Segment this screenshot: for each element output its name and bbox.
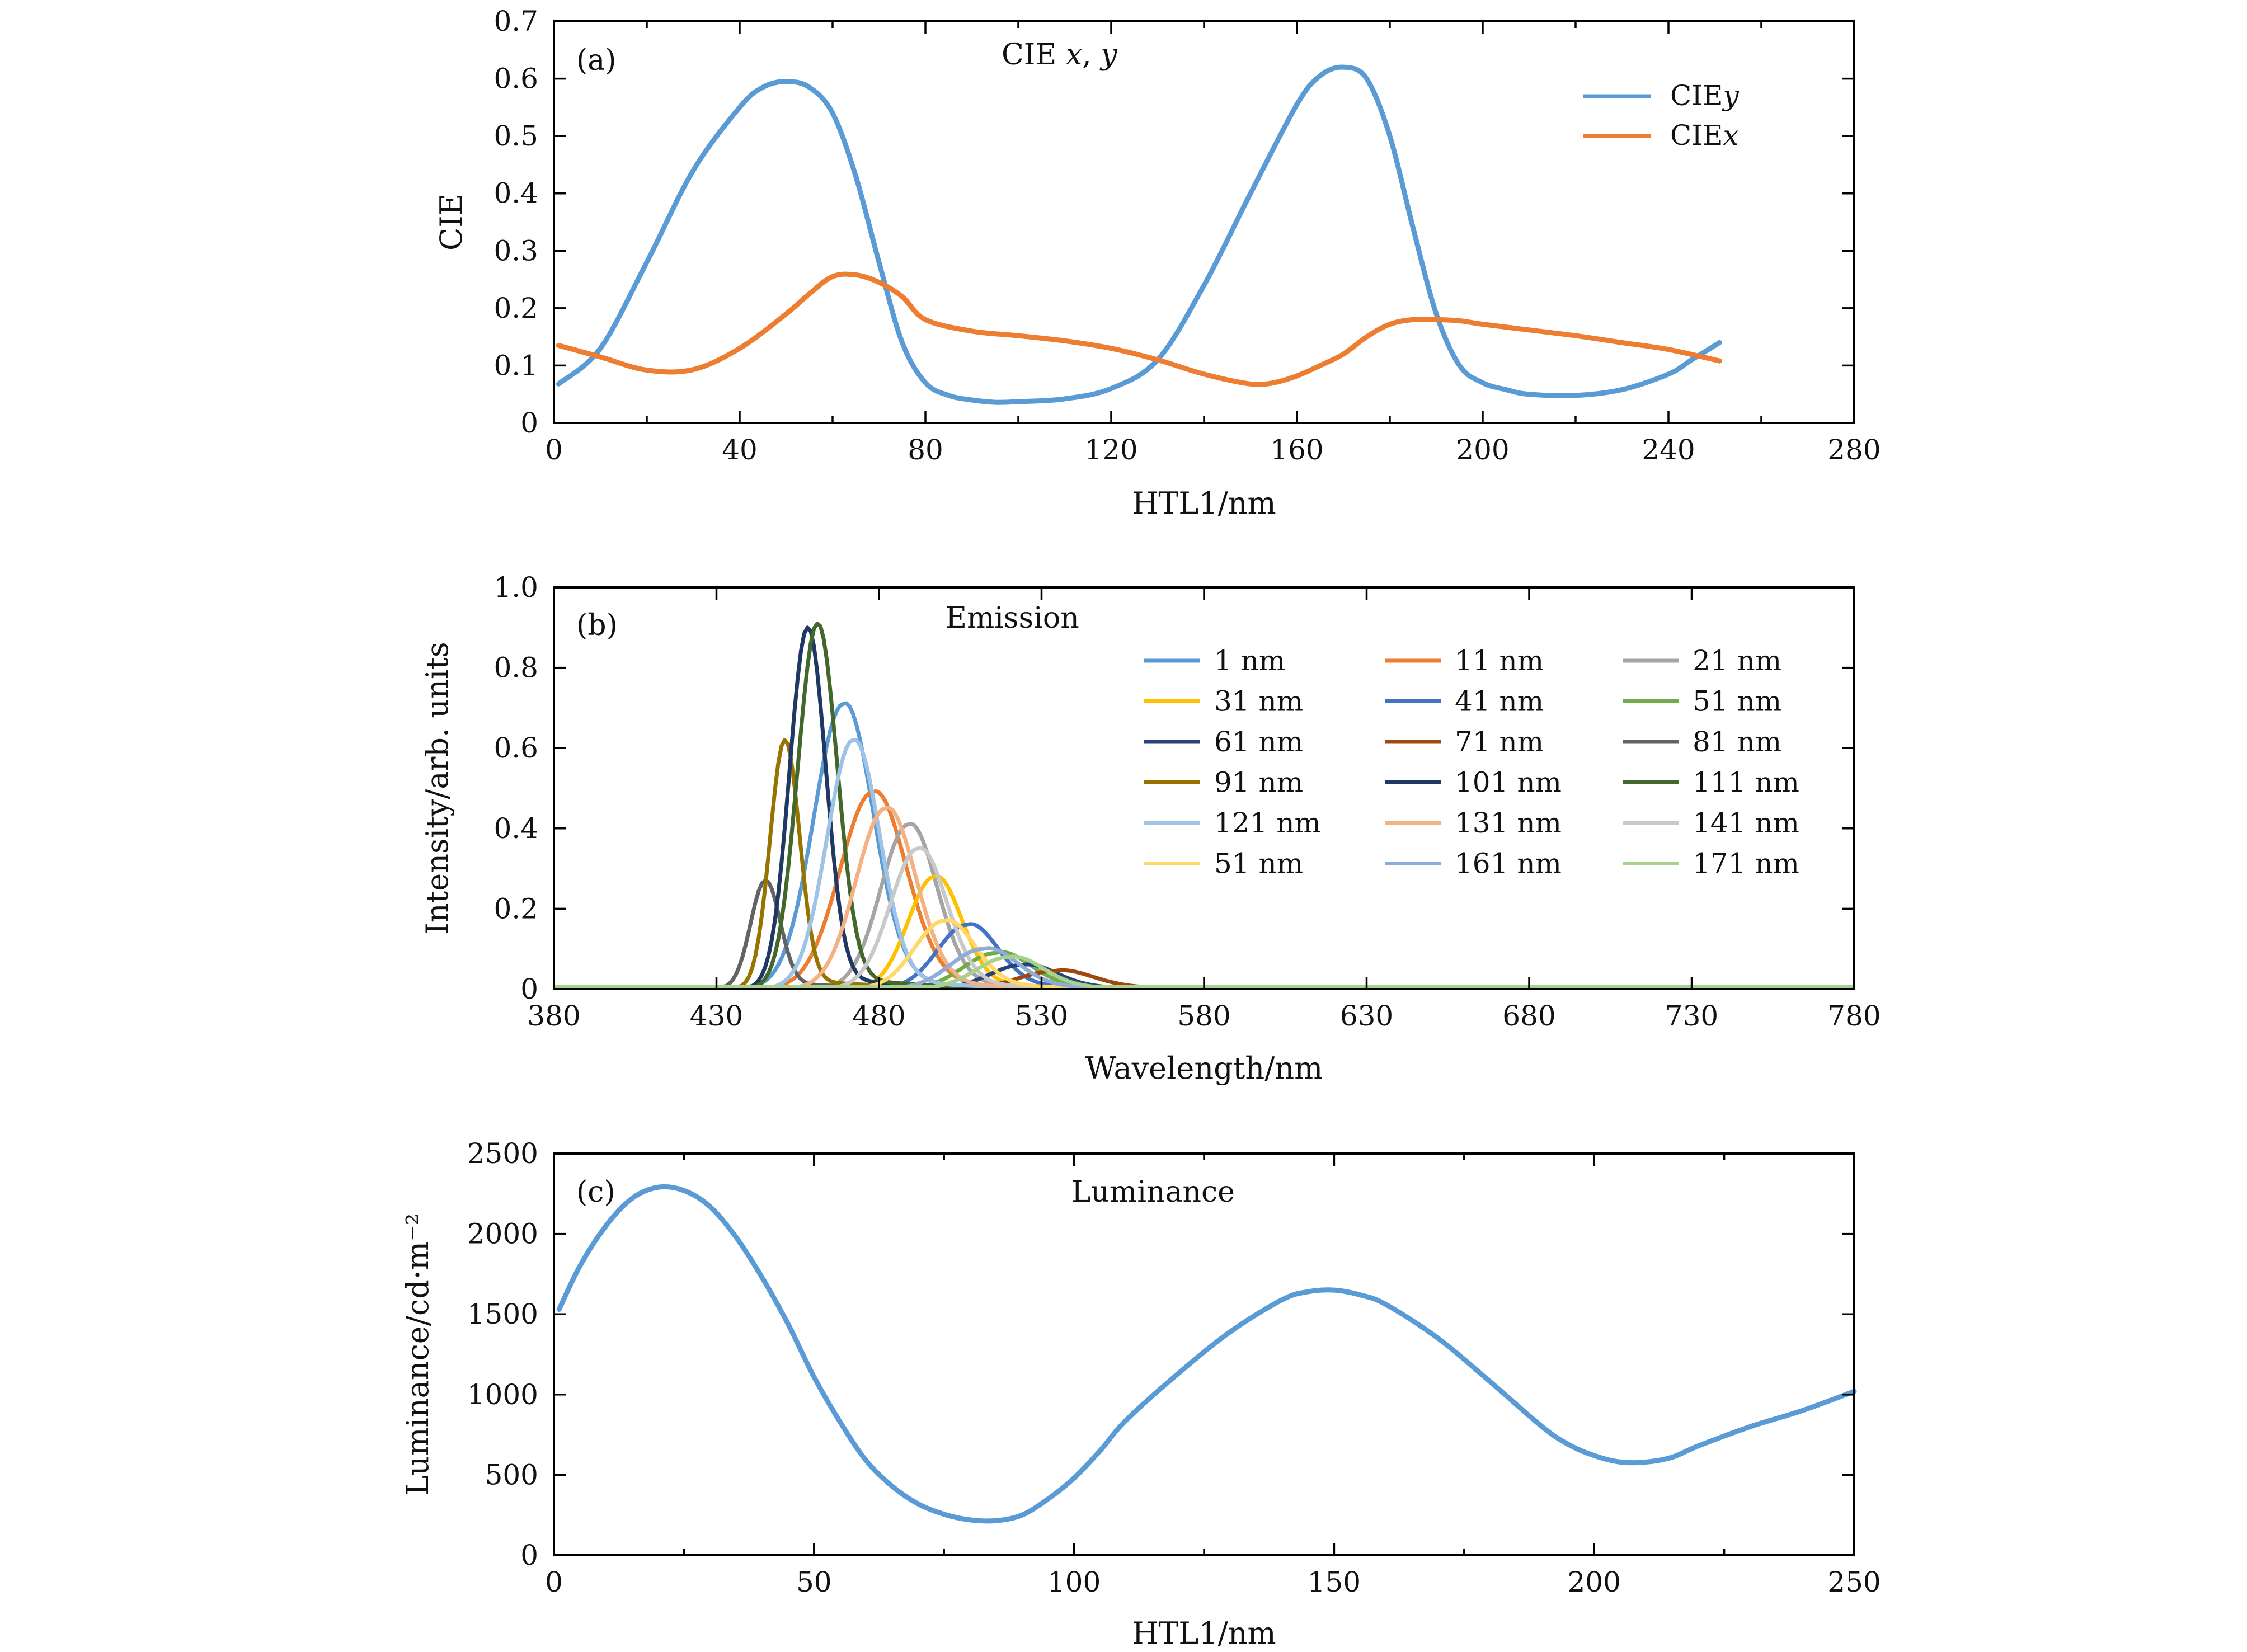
y-tick-label: 0.6 [493,732,538,764]
legend-label: 31 nm [1214,685,1303,718]
panel-b-legend: 1 nm 11 nm 21 nm 31 nm 41 nm 51 nm 61 nm 71 nm 8… [1144,644,1799,880]
legend-label: 11 nm [1455,644,1544,677]
y-tick-label: 0.1 [493,349,538,382]
x-tick-label: 530 [1015,1000,1068,1032]
y-tick-label: 1500 [467,1298,538,1330]
y-tick-label: 1.0 [493,571,538,604]
x-tick-label: 480 [852,1000,905,1032]
panel-b: 380 430 480 530 580 630 680 730 780 0 0.2 0.4 0.6 0.8… [420,571,1881,1086]
y-tick-label: 0 [520,1539,538,1571]
y-tick-label: 500 [485,1458,538,1491]
series-line-luminance [556,1184,1857,1524]
x-tick-label: 580 [1177,1000,1230,1032]
panel-a-ylabel: CIE [434,194,469,251]
panel-a-legend: CIEy CIEx [1583,79,1740,152]
x-tick-label: 430 [690,1000,743,1032]
legend-label: 141 nm [1693,807,1799,839]
panel-b-xlabel: Wavelength/nm [1085,1051,1323,1086]
legend-label: 41 nm [1455,685,1544,718]
x-tick-label: 680 [1502,1000,1555,1032]
emission-curve-0 [554,701,1854,989]
legend-label: 111 nm [1693,766,1799,799]
panel-b-ticks: 380 430 480 530 580 630 680 730 780 0 0.2 0.4 0.6 0.8… [493,571,1881,1032]
panel-a: 0 40 80 120 160 200 240 280 0 0.1 0.2 0.3 0.4 0.5 0.6 0… [434,5,1881,521]
x-tick-label: 0 [545,1566,563,1598]
x-tick-label: 200 [1456,434,1509,466]
x-tick-label: 200 [1567,1566,1620,1598]
panel-c-frame [553,1152,1855,1556]
x-tick-label: 630 [1340,1000,1393,1032]
y-tick-label: 0.7 [493,5,538,37]
y-tick-label: 0.4 [493,177,538,210]
panel-a-ticks: 0 40 80 120 160 200 240 280 0 0.1 0.2 0.3 0.4 0.5 0.6 0… [493,5,1881,466]
y-tick-label: 2000 [467,1218,538,1250]
panel-a-title: CIE x, y [1002,38,1117,72]
y-tick-label: 0.3 [493,234,538,267]
panel-b-curves [554,622,1854,989]
y-tick-label: 0 [520,407,538,439]
panel-b-frame [553,586,1855,990]
x-tick-label: 250 [1827,1566,1881,1598]
legend-label: 121 nm [1214,807,1321,839]
legend-label: 131 nm [1455,807,1562,839]
legend-label: 81 nm [1693,726,1781,758]
series-line-ciex [556,271,1722,387]
y-tick-label: 1000 [467,1378,538,1411]
emission-curve-2 [554,822,1854,989]
panel-b-label: (b) [576,609,618,642]
legend-label: 61 nm [1214,726,1303,758]
y-tick-label: 0.4 [493,812,538,845]
series-line-ciey [556,64,1722,405]
panel-b-ylabel: Intensity/arb. units [420,642,455,934]
legend-label: 71 nm [1455,726,1544,758]
legend-label-ciey: CIEy [1670,79,1740,112]
x-tick-label: 280 [1827,434,1881,466]
panel-a-label: (a) [576,44,617,77]
y-tick-label: 0.5 [493,120,538,152]
panel-c-label: (c) [576,1175,615,1209]
x-tick-label: 50 [796,1566,832,1598]
x-tick-label: 730 [1665,1000,1718,1032]
x-tick-label: 240 [1642,434,1695,466]
panel-c-curves [556,1184,1857,1524]
legend-label: 101 nm [1455,766,1562,799]
y-tick-label: 0.6 [493,63,538,95]
legend-label: 21 nm [1693,644,1781,677]
legend-label: 171 nm [1693,848,1799,880]
x-tick-label: 40 [722,434,758,466]
legend-label: 91 nm [1214,766,1303,799]
x-tick-label: 100 [1047,1566,1101,1598]
y-tick-label: 0.8 [493,652,538,684]
legend-label: 161 nm [1455,848,1562,880]
x-tick-label: 380 [527,1000,580,1032]
panel-a-xlabel: HTL1/nm [1132,486,1276,521]
panel-c-ylabel: Luminance/cd·m⁻² [400,1213,435,1496]
x-tick-label: 120 [1084,434,1137,466]
emission-curve-8 [554,878,1854,989]
legend-label-ciex: CIEx [1670,119,1739,152]
legend-label: 1 nm [1214,644,1285,677]
x-tick-label: 150 [1308,1566,1361,1598]
panel-c-xlabel: HTL1/nm [1132,1616,1276,1651]
x-tick-label: 80 [908,434,943,466]
panel-a-frame [553,20,1855,424]
legend-label: 51 nm [1693,685,1781,718]
legend-label: 51 nm [1214,848,1303,880]
panel-a-curves [556,64,1722,405]
y-tick-label: 2500 [467,1137,538,1170]
emission-curve-14 [554,846,1854,989]
emission-curve-1 [554,789,1854,989]
panel-c-title: Luminance [1071,1175,1235,1209]
y-tick-label: 0.2 [493,892,538,925]
x-tick-label: 0 [545,434,563,466]
panel-b-title: Emission [946,601,1079,635]
x-tick-label: 780 [1827,1000,1881,1032]
y-tick-label: 0 [520,973,538,1005]
x-tick-label: 160 [1270,434,1323,466]
y-tick-label: 0.2 [493,292,538,324]
emission-curve-13 [554,806,1854,989]
